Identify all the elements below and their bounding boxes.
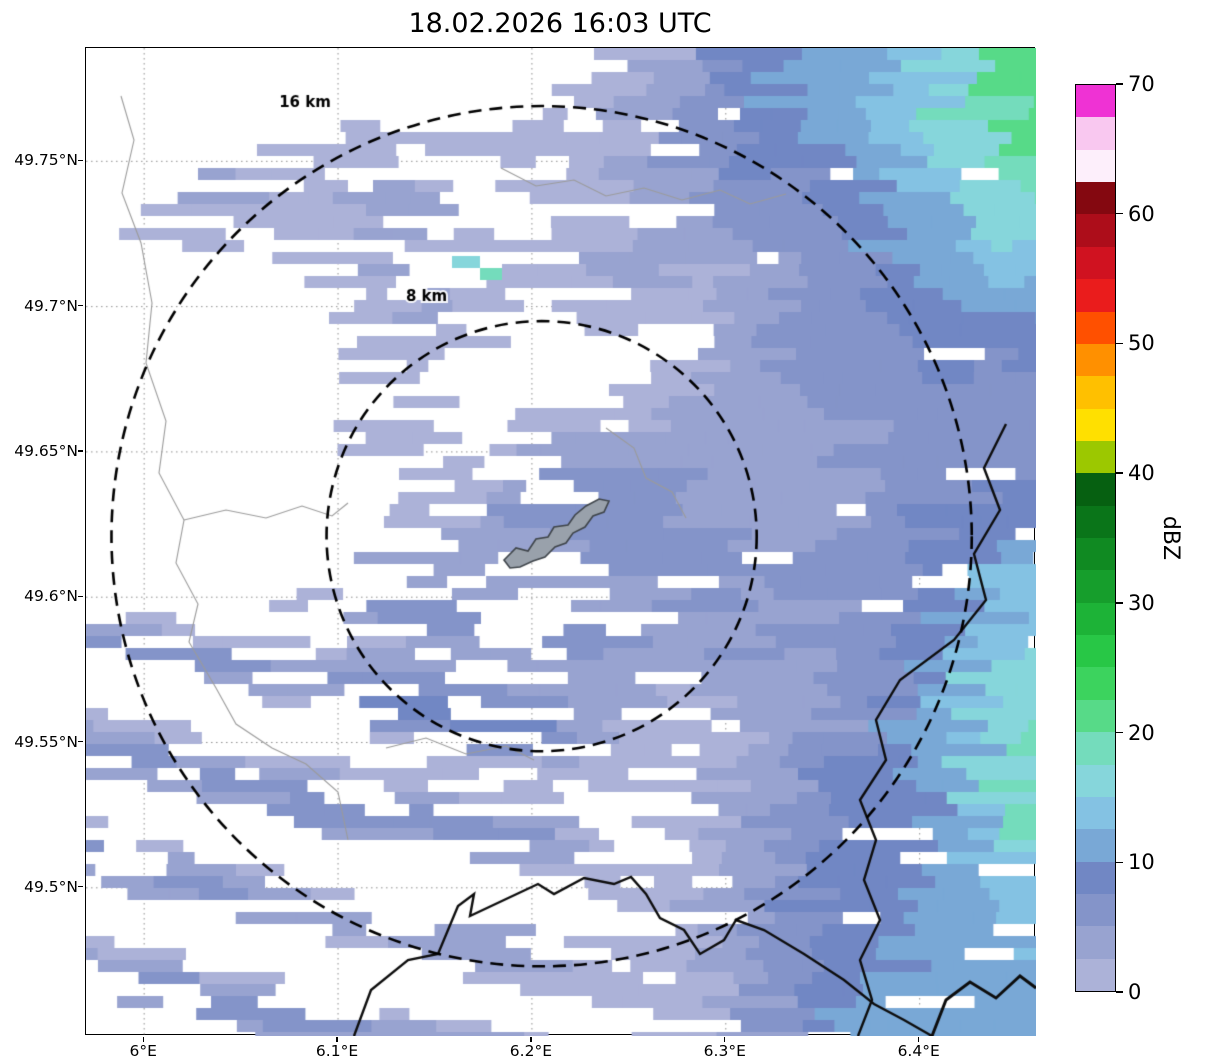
plot-title: 18.02.2026 16:03 UTC xyxy=(408,8,712,39)
colorbar-tick-mark xyxy=(1116,602,1123,604)
colorbar-segment xyxy=(1076,732,1115,765)
colorbar-segment xyxy=(1076,376,1115,409)
colorbar-segment xyxy=(1076,85,1115,118)
colorbar-segment xyxy=(1076,149,1115,183)
colorbar-segment xyxy=(1076,505,1115,539)
colorbar-segment xyxy=(1076,538,1115,571)
colorbar-segment xyxy=(1076,829,1115,862)
colorbar-segment xyxy=(1076,214,1115,247)
y-tick-mark xyxy=(78,159,83,161)
colorbar-tick-label: 0 xyxy=(1128,980,1142,1004)
colorbar-tick-mark xyxy=(1116,83,1123,85)
x-tick-mark xyxy=(336,1037,338,1042)
x-tick-label: 6.3°E xyxy=(703,1042,746,1060)
colorbar-tick-label: 40 xyxy=(1128,461,1155,486)
colorbar-tick-mark xyxy=(1116,861,1123,863)
colorbar-tick-label: 50 xyxy=(1128,331,1155,356)
x-tick-mark xyxy=(918,1037,920,1042)
colorbar-tick-mark xyxy=(1116,213,1123,215)
y-tick-mark xyxy=(78,305,83,307)
colorbar-segment xyxy=(1076,182,1115,215)
y-tick-label: 49.5°N xyxy=(24,877,78,896)
y-tick-label: 49.6°N xyxy=(24,587,78,606)
colorbar-tick-mark xyxy=(1116,731,1123,734)
colorbar-segment xyxy=(1076,926,1115,959)
colorbar-segment xyxy=(1076,699,1115,733)
colorbar-tick-label: 10 xyxy=(1128,850,1155,875)
colorbar-tick-label: 70 xyxy=(1128,72,1155,96)
colorbar-segment xyxy=(1076,602,1115,636)
colorbar-axis-label: dBZ xyxy=(1158,515,1183,561)
colorbar-segment xyxy=(1076,667,1115,700)
colorbar-segment xyxy=(1076,279,1115,312)
colorbar-tick-mark xyxy=(1116,991,1123,993)
colorbar-segment xyxy=(1076,958,1115,992)
colorbar-tick-mark xyxy=(1116,342,1123,345)
y-tick-label: 49.7°N xyxy=(24,296,78,315)
colorbar-tick-label: 30 xyxy=(1128,590,1155,615)
y-tick-label: 49.65°N xyxy=(14,441,78,460)
colorbar-segment xyxy=(1076,117,1115,150)
x-tick-label: 6.4°E xyxy=(897,1042,940,1060)
colorbar-tick-label: 60 xyxy=(1128,201,1155,226)
y-tick-mark xyxy=(78,740,83,743)
colorbar-segment xyxy=(1076,440,1115,474)
y-tick-label: 49.75°N xyxy=(14,151,78,170)
colorbar-segment xyxy=(1076,635,1115,668)
x-tick-mark xyxy=(724,1037,726,1042)
x-tick-mark xyxy=(142,1037,144,1042)
colorbar-segment xyxy=(1076,796,1115,830)
map-plot xyxy=(85,47,1036,1036)
colorbar-segment xyxy=(1076,570,1115,603)
colorbar-tick-mark xyxy=(1116,472,1123,474)
colorbar-segment xyxy=(1076,861,1115,894)
x-tick-mark xyxy=(530,1037,532,1042)
x-tick-label: 6.2°E xyxy=(509,1042,553,1060)
colorbar-segment xyxy=(1076,473,1115,506)
colorbar-segment xyxy=(1076,893,1115,927)
x-tick-label: 6.1°E xyxy=(315,1042,359,1060)
colorbar-segment xyxy=(1076,408,1115,441)
colorbar-segment xyxy=(1076,764,1115,797)
colorbar-tick-label: 20 xyxy=(1128,720,1155,745)
colorbar xyxy=(1075,84,1116,992)
y-tick-mark xyxy=(78,595,83,597)
radar-map-canvas xyxy=(86,48,1036,1036)
y-tick-label: 49.55°N xyxy=(14,732,78,751)
colorbar-segment xyxy=(1076,343,1115,377)
colorbar-segment xyxy=(1076,246,1115,280)
x-tick-label: 6°E xyxy=(129,1042,157,1060)
y-tick-mark xyxy=(78,450,83,452)
y-tick-mark xyxy=(78,886,83,888)
colorbar-segment xyxy=(1076,311,1115,344)
